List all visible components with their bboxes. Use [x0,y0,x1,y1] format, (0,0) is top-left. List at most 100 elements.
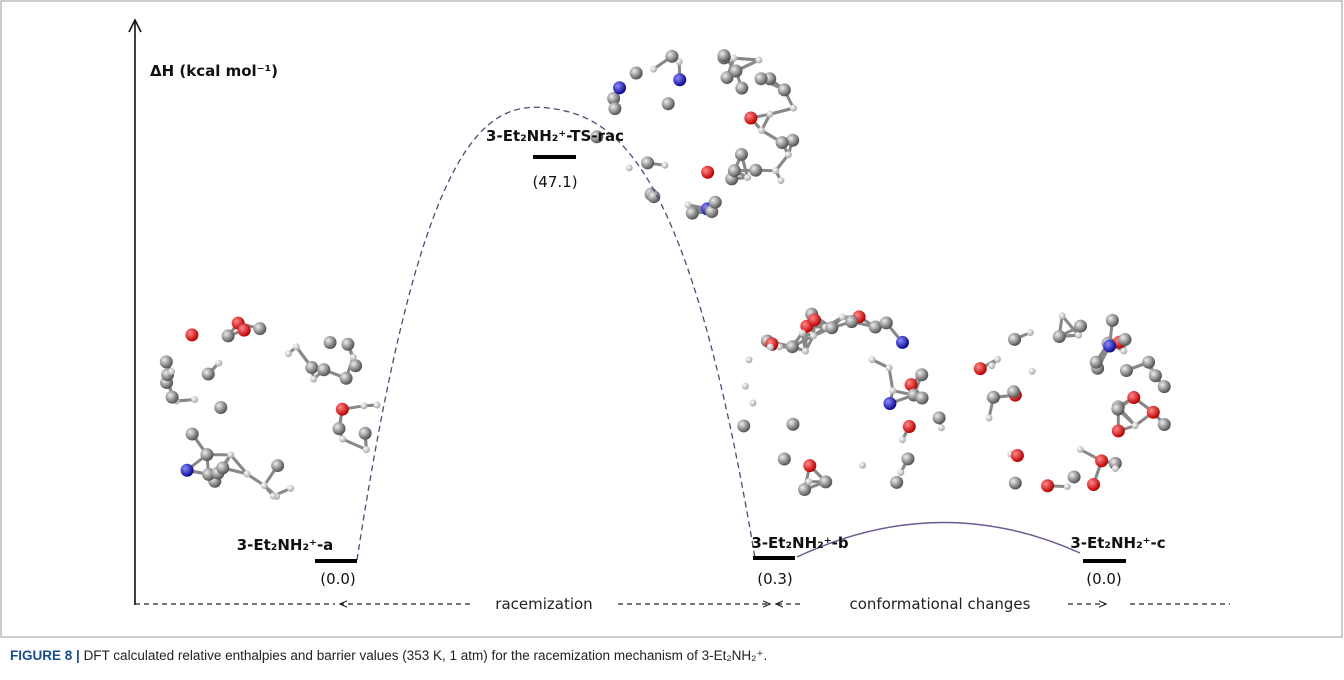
molecule-part [869,356,876,363]
molecule-part [222,329,235,342]
state-label: 3-Et₂NH₂⁺-a [237,536,334,554]
molecule-part [305,361,318,374]
molecule-part [729,65,742,78]
molecule-part [673,73,686,86]
molecule-part [1095,454,1108,467]
molecule-part [626,164,633,171]
molecule-part [293,343,300,350]
molecule-part [767,343,774,350]
molecule-part [770,108,793,114]
state-label: 3-Et₂NH₂⁺-c [1070,534,1165,552]
molecule-part [755,57,762,64]
molecule-part [737,419,750,432]
molecule-part [350,354,357,361]
molecule-part [1009,477,1022,490]
molecule-part [244,470,251,477]
molecule-part [701,166,714,179]
molecule-part [1120,364,1133,377]
molecule-part [271,459,284,472]
molecule-part [772,167,779,174]
molecule-part [1008,333,1021,346]
molecules [160,49,1171,500]
molecule-part [202,368,215,381]
molecule-part [1077,446,1084,453]
molecule-part [916,391,929,404]
molecule-part [191,396,198,403]
molecule-part [1119,333,1132,346]
molecule-part [630,67,643,80]
molecule-part [819,475,832,488]
molecule-part [889,387,896,394]
molecule-part [1158,418,1171,431]
molecule-part [880,316,893,329]
molecule-part [742,383,749,390]
molecule-part [185,328,198,341]
molecule-part [728,164,741,177]
molecule-part [717,49,730,62]
molecule-part [915,368,928,381]
molecule-part [1068,470,1081,483]
molecule-part [786,340,799,353]
molecule-part [899,436,906,443]
molecule-part [341,338,354,351]
molecule-part [215,360,222,367]
molecule-part [1087,478,1100,491]
caption-prefix: FIGURE 8 | [10,648,80,663]
molecule-part [339,436,346,443]
molecule-part [755,72,768,85]
molecule-part [285,350,292,357]
molecule-part [349,359,362,372]
molecule-part [661,162,668,169]
molecule-part [641,156,654,169]
molecule-part [805,478,812,485]
molecule-part [890,476,903,489]
molecule-part [227,451,234,458]
molecule-part [766,111,773,118]
state-energy: (47.1) [532,173,577,191]
molecule-part [802,348,809,355]
molecule-part [1007,385,1020,398]
axis-label: ΔH (kcal mol⁻¹) [150,62,278,80]
molecule-part [1127,391,1140,404]
molecule-part [1011,449,1024,462]
molecule-part [1149,369,1162,382]
molecule-part [778,453,791,466]
molecule-part [897,469,904,476]
molecule-part [1120,348,1127,355]
molecule-part [181,464,194,477]
molecule-part [168,368,175,375]
molecule-part [886,364,893,371]
state-label: 3-Et₂NH₂⁺-TS-rac [486,127,624,145]
molecule-part [333,422,346,435]
molecule-part [186,428,199,441]
molecule-part [903,420,916,433]
molecule-part [778,83,791,96]
molecule-part [776,136,789,149]
molecule-part [933,411,946,424]
molecule-part [160,355,173,368]
molecule-part [1147,406,1160,419]
page: Figure 8 html, body { margin: 0; padding… [0,0,1344,680]
caption-text: DFT calculated relative enthalpies and b… [84,648,768,663]
molecule-part [883,397,896,410]
molecule-part [1103,340,1116,353]
molecule-part [735,148,748,161]
molecule-part [799,329,806,336]
molecule-part [938,424,945,431]
molecule-part [785,151,792,158]
molecule-part [988,362,995,369]
process-label: racemization [495,595,592,613]
molecule-part [686,207,699,220]
molecule-part [744,111,757,124]
molecule-part [324,336,337,349]
molecule-part [786,418,799,431]
molecule-part [994,356,1001,363]
molecule-part [896,336,909,349]
molecule-part [216,461,229,474]
molecule-part [758,127,765,134]
molecule-part [1112,465,1119,472]
molecule-part [1059,312,1066,319]
molecule-part [974,362,987,375]
molecule-part [1112,424,1125,437]
molecule-part [360,402,367,409]
